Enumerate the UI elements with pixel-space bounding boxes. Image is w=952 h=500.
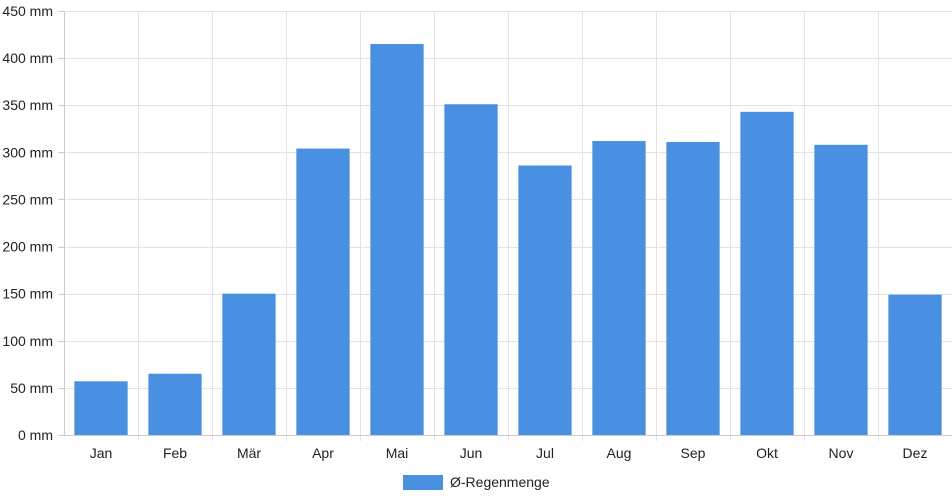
- x-tick-label: Jul: [536, 445, 554, 461]
- grid-lines: [64, 11, 952, 441]
- bar-sep[interactable]: [666, 141, 720, 436]
- bar-jan[interactable]: [74, 381, 128, 435]
- bar-jul[interactable]: [518, 165, 572, 435]
- legend[interactable]: Ø-Regenmenge: [403, 474, 550, 490]
- bar-apr[interactable]: [296, 148, 350, 435]
- y-tick-label: 0 mm: [18, 427, 53, 443]
- y-tick-label: 200 mm: [2, 239, 53, 255]
- bar-aug[interactable]: [592, 141, 646, 435]
- y-tick-label: 400 mm: [2, 50, 53, 66]
- y-tick-label: 450 mm: [2, 3, 53, 19]
- y-tick-label: 150 mm: [2, 286, 53, 302]
- legend-swatch: [403, 475, 443, 490]
- x-tick-label: Aug: [607, 445, 632, 461]
- bar-feb[interactable]: [148, 373, 202, 435]
- x-tick-label: Apr: [312, 445, 334, 461]
- y-tick-label: 100 mm: [2, 333, 53, 349]
- y-tick-labels: 0 mm 50 mm 100 mm 150 mm 200 mm 250 mm 300 mm 3…: [2, 3, 53, 443]
- bars: [74, 43, 942, 436]
- x-tick-label: Jan: [90, 445, 113, 461]
- x-tick-label: Mär: [237, 445, 261, 461]
- bar-mai[interactable]: [370, 43, 424, 435]
- x-tick-label: Jun: [460, 445, 483, 461]
- bar-okt[interactable]: [740, 111, 794, 435]
- bar-dez[interactable]: [888, 294, 942, 435]
- legend-label: Ø-Regenmenge: [450, 474, 550, 490]
- x-tick-label: Okt: [756, 445, 778, 461]
- x-tick-label: Sep: [681, 445, 706, 461]
- axes: [58, 11, 952, 436]
- y-tick-label: 250 mm: [2, 191, 53, 207]
- bar-jun[interactable]: [444, 104, 498, 435]
- x-tick-labels: Jan Feb Mär Apr Mai Jun Jul Aug Sep Okt Nov Dez: [90, 445, 928, 461]
- y-tick-label: 50 mm: [10, 380, 53, 396]
- y-tick-label: 300 mm: [2, 144, 53, 160]
- x-tick-label: Dez: [903, 445, 928, 461]
- bar-mär[interactable]: [222, 293, 276, 435]
- y-tick-label: 350 mm: [2, 97, 53, 113]
- bar-nov[interactable]: [814, 144, 868, 435]
- x-tick-label: Feb: [163, 445, 187, 461]
- x-tick-label: Mai: [386, 445, 409, 461]
- x-tick-label: Nov: [829, 445, 854, 461]
